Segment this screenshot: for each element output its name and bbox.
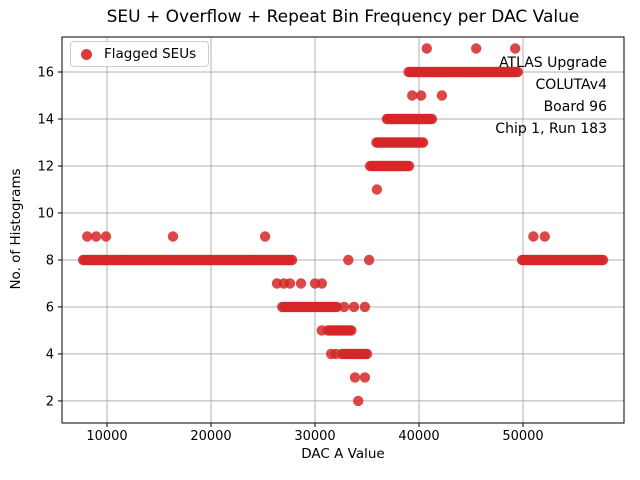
data-point bbox=[403, 160, 415, 172]
y-tick-label: 8 bbox=[46, 253, 54, 268]
data-point bbox=[100, 231, 112, 242]
data-point bbox=[371, 184, 383, 195]
data-point bbox=[330, 348, 341, 360]
legend-marker-icon bbox=[81, 48, 92, 60]
data-point bbox=[349, 372, 361, 383]
annotation-line-board: Board 96 bbox=[543, 99, 607, 115]
y-tick-label: 16 bbox=[37, 66, 54, 81]
data-point bbox=[346, 325, 357, 336]
data-point bbox=[167, 231, 179, 242]
annotation-line-experiment: ATLAS Upgrade bbox=[499, 55, 607, 71]
legend-label: Flagged SEUs bbox=[104, 46, 197, 62]
data-point bbox=[82, 231, 93, 242]
chart-title: SEU + Overflow + Repeat Bin Frequency pe… bbox=[106, 7, 580, 27]
y-tick-label: 6 bbox=[46, 300, 54, 315]
data-point bbox=[316, 325, 327, 336]
data-point bbox=[415, 90, 427, 101]
data-point bbox=[539, 231, 550, 242]
data-point bbox=[359, 301, 371, 313]
data-point bbox=[421, 43, 432, 54]
x-tick-label: 40000 bbox=[398, 429, 439, 444]
plot-frame bbox=[61, 36, 625, 424]
data-point bbox=[597, 254, 609, 266]
data-point bbox=[348, 301, 360, 313]
data-point bbox=[90, 231, 102, 242]
y-tick-label: 4 bbox=[46, 347, 54, 362]
data-point bbox=[259, 231, 271, 242]
data-point bbox=[361, 348, 373, 360]
data-point bbox=[286, 254, 298, 266]
x-tick-label: 50000 bbox=[502, 429, 543, 444]
x-tick-label: 30000 bbox=[294, 429, 335, 444]
x-tick-label: 10000 bbox=[86, 429, 127, 444]
data-point bbox=[510, 43, 521, 54]
data-point bbox=[338, 301, 350, 313]
data-point bbox=[284, 278, 296, 289]
y-axis-label: No. of Histograms bbox=[8, 168, 24, 290]
data-point bbox=[418, 137, 429, 148]
data-point bbox=[426, 113, 438, 125]
data-point bbox=[528, 231, 539, 242]
legend: Flagged SEUs bbox=[70, 41, 210, 67]
x-axis-label: DAC A Value bbox=[301, 446, 385, 462]
x-tick-label: 20000 bbox=[190, 429, 231, 444]
data-point bbox=[316, 278, 327, 289]
data-point bbox=[331, 301, 342, 313]
data-point bbox=[353, 395, 364, 407]
data-point bbox=[436, 90, 448, 101]
data-point bbox=[343, 254, 354, 266]
annotation-line-chip-type: COLUTAv4 bbox=[535, 77, 607, 93]
y-tick-label: 10 bbox=[37, 206, 54, 221]
data-point bbox=[295, 278, 307, 289]
y-tick-label: 2 bbox=[46, 394, 54, 409]
data-point bbox=[407, 90, 418, 101]
annotation-line-chip-run: Chip 1, Run 183 bbox=[495, 121, 607, 137]
data-point bbox=[512, 66, 523, 78]
data-point bbox=[471, 43, 482, 54]
data-point bbox=[359, 372, 371, 383]
run-info-annotation: ATLAS Upgrade COLUTAv4 Board 96 Chip 1, … bbox=[495, 52, 607, 140]
y-tick-label: 12 bbox=[37, 159, 54, 174]
y-tick-label: 14 bbox=[37, 112, 54, 127]
data-point bbox=[363, 254, 375, 266]
